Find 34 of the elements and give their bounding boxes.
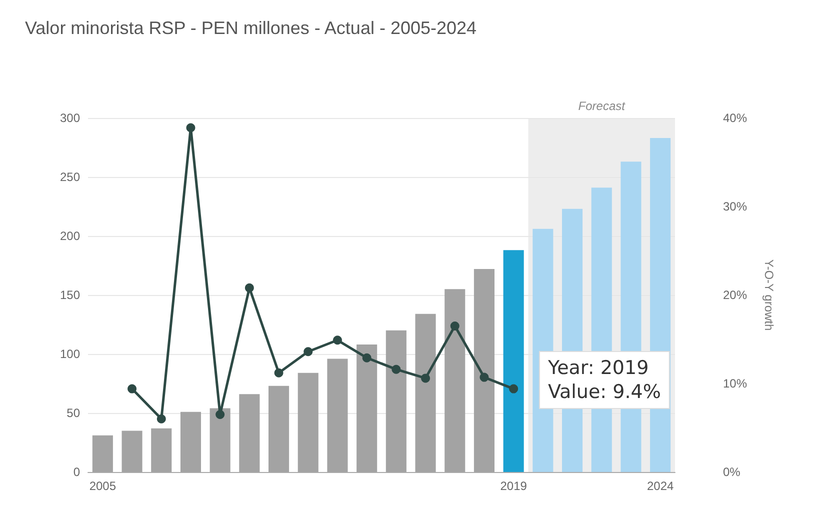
y-tick-label: 50: [66, 406, 80, 420]
annotation: Year: 2019 Value: 9.4%: [546, 356, 661, 403]
y-tick-label: 250: [60, 170, 80, 184]
y-tick-label: 100: [60, 347, 80, 361]
point: [480, 372, 489, 382]
y-tick-label: 0: [73, 465, 80, 479]
point: [509, 384, 518, 394]
point: [450, 321, 460, 330]
y2-tick-label: 0%: [723, 465, 741, 479]
y-tick-label: 150: [60, 288, 80, 302]
point: [244, 283, 254, 292]
y2-tick-label: 40%: [723, 111, 748, 125]
y-tick-label: 200: [60, 229, 80, 243]
point: [421, 374, 430, 383]
point: [216, 410, 225, 419]
point: [156, 414, 166, 424]
point: [186, 123, 196, 132]
bar: [503, 250, 524, 472]
y2-axis-title: Y-O-Y growth: [762, 259, 776, 331]
point: [392, 364, 401, 374]
y2-tick-label: 20%: [723, 288, 748, 302]
chart-title: Valor minorista RSP - PEN millones - Actual - 2005-2024: [25, 18, 477, 38]
text: Forecast: [578, 99, 626, 113]
y2-tick-label: 10%: [723, 376, 748, 390]
x-tick-label: 2024: [646, 479, 674, 493]
y-tick-label: 300: [60, 111, 80, 125]
x-tick-label: 2019: [500, 479, 528, 493]
point: [274, 368, 284, 378]
point: [362, 353, 372, 362]
point: [332, 336, 342, 345]
point: [304, 347, 313, 356]
x-tick-label: 2005: [89, 479, 116, 493]
y2-tick-label: 30%: [723, 200, 748, 214]
point: [128, 384, 137, 394]
